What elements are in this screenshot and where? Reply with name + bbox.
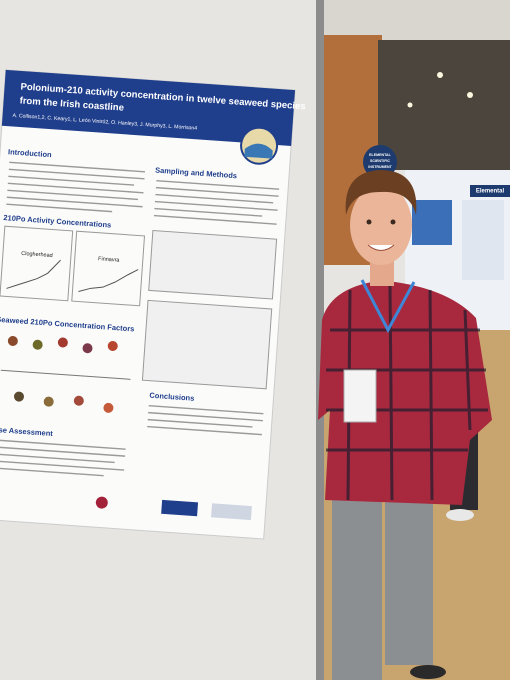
exhibit-graphic	[412, 200, 452, 245]
seaweed-figure-part	[43, 396, 54, 407]
methods-text-part	[155, 193, 274, 204]
chart-box	[0, 225, 74, 302]
light	[467, 92, 473, 98]
seaweed-figure-part	[57, 337, 68, 348]
logo	[211, 503, 252, 521]
intro-text-part	[6, 203, 113, 213]
dose-text	[0, 438, 126, 477]
badge-text: SCIENTIFIC	[370, 159, 390, 163]
dose-text-part	[0, 459, 125, 471]
plaid-pattern-part	[428, 289, 434, 501]
intro-text-part	[7, 182, 144, 194]
hair	[345, 170, 417, 215]
intro-text	[6, 161, 146, 213]
methods-text-part	[155, 186, 279, 197]
plaid-pattern-part	[388, 284, 394, 501]
conclusions-text-part	[147, 418, 253, 428]
section-heading: Introduction	[8, 147, 53, 159]
smile	[367, 244, 395, 251]
chart-label: Finnavra	[98, 256, 121, 264]
exhibit-graphic	[462, 200, 504, 280]
chart-label: Clogherhead	[21, 251, 53, 259]
booth-sign: Elemental	[476, 189, 505, 195]
seaweed-figure	[0, 336, 131, 413]
intro-text-part	[6, 196, 143, 208]
intro-text-part	[8, 175, 135, 186]
intro-text-part	[9, 161, 146, 173]
eye	[366, 219, 372, 225]
logo	[95, 496, 108, 509]
eye	[390, 219, 396, 225]
dose-text-part	[0, 445, 126, 457]
table	[141, 299, 273, 390]
seaweed-figure-part	[0, 369, 131, 380]
seaweed-figure-part	[73, 395, 84, 406]
conclusions-text-part	[147, 425, 262, 436]
dose-text-part	[0, 452, 115, 464]
chart-points	[6, 259, 61, 289]
badge-text: ELEMENTAL	[369, 153, 391, 157]
chart-box	[71, 230, 146, 307]
left-leg	[332, 490, 382, 680]
dose-text-part	[0, 438, 126, 450]
intro-text-part	[8, 168, 145, 180]
seaweed-figure-part	[32, 339, 43, 350]
light	[407, 102, 413, 108]
person	[318, 170, 492, 680]
lanyard	[360, 279, 416, 334]
methods-text-part	[156, 179, 280, 190]
ceiling	[320, 0, 510, 40]
seaweed-figure-part	[13, 391, 24, 402]
face	[350, 185, 412, 265]
shoe	[410, 665, 446, 679]
badge-text: INSTRUMENT	[368, 165, 392, 169]
right-leg	[385, 490, 433, 665]
plaid-pattern-part	[463, 309, 472, 431]
methods-text-part	[154, 207, 263, 217]
light	[437, 72, 443, 78]
seaweed-figure-part	[107, 341, 118, 352]
title-bar	[1, 69, 296, 146]
chart-points	[78, 269, 139, 292]
logo	[161, 499, 199, 517]
methods-text	[153, 179, 280, 225]
section-heading: Dose Assessment	[0, 425, 54, 439]
shoe	[446, 509, 474, 521]
dose-text-part	[0, 466, 104, 477]
badge-sign	[363, 145, 397, 179]
conclusions-text-part	[148, 404, 264, 415]
section-heading: Conclusions	[149, 391, 195, 403]
methods-text-part	[153, 214, 277, 225]
conclusions-text	[147, 404, 264, 436]
poster: Polonium-210 activity concentration in t…	[0, 69, 306, 540]
conclusions-text-part	[148, 411, 263, 422]
window	[378, 40, 510, 170]
table	[148, 229, 278, 300]
intro-text-part	[7, 189, 139, 201]
methods-text-part	[154, 200, 278, 211]
name-badge	[343, 369, 377, 423]
seaweed-figure-part	[82, 343, 93, 354]
booth-sign-bg	[470, 185, 510, 197]
seaweed-figure-part	[7, 336, 18, 347]
board-frame	[316, 0, 324, 680]
seaweed-figure-part	[103, 402, 114, 413]
logo-wave	[244, 143, 273, 159]
